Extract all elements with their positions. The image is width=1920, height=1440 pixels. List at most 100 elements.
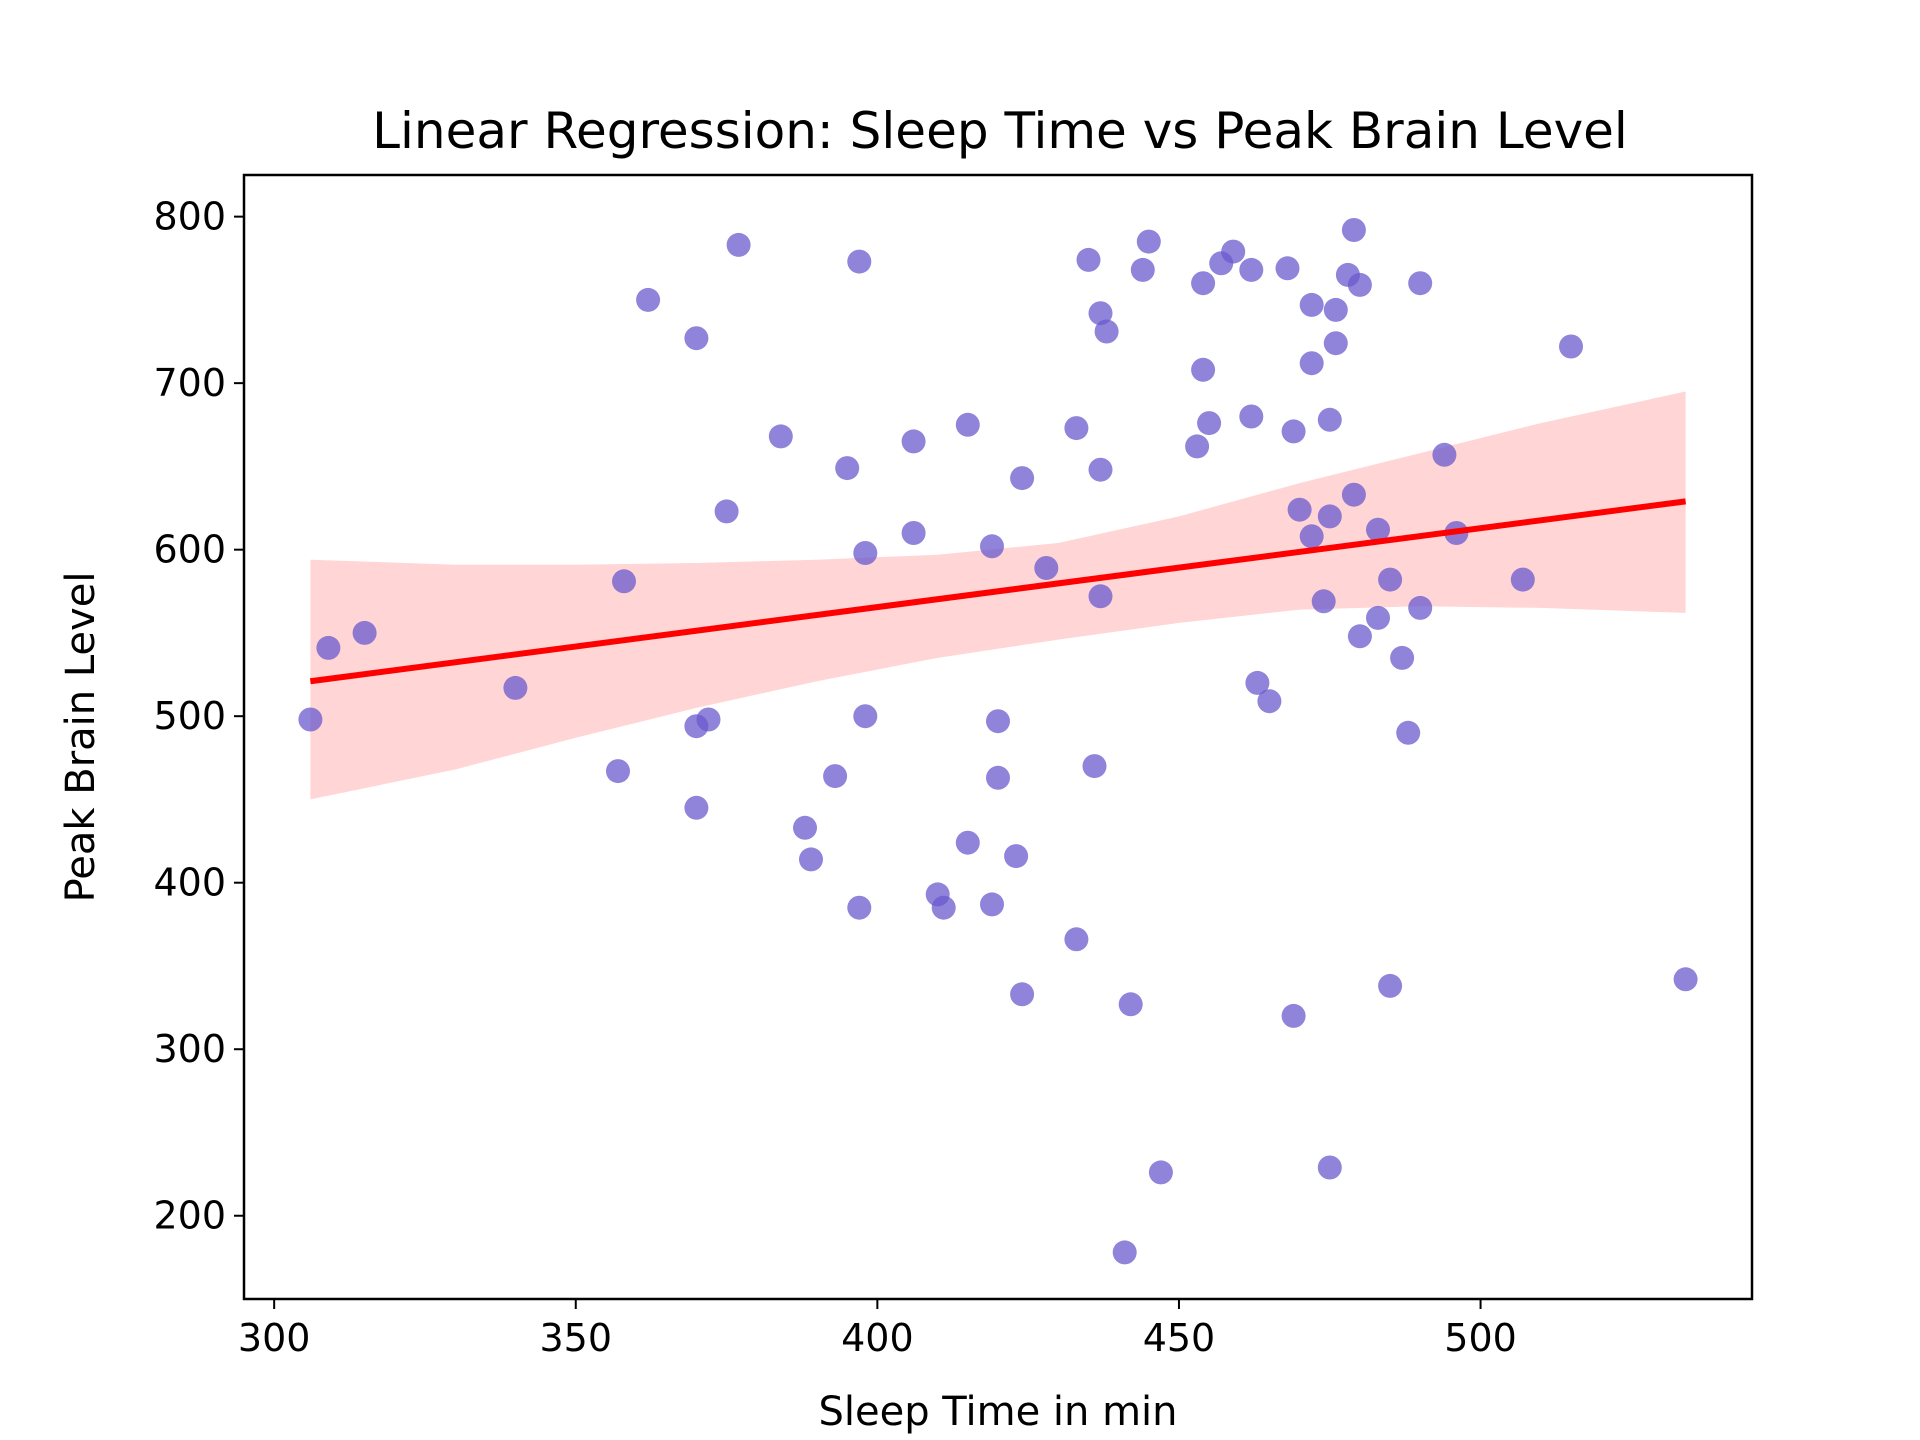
data-point	[1347, 272, 1372, 297]
data-point	[1299, 292, 1324, 317]
data-point	[684, 326, 709, 351]
data-point	[1136, 229, 1161, 254]
data-point	[1130, 257, 1155, 282]
plot-frame	[242, 173, 1754, 1301]
data-point	[1034, 556, 1059, 580]
data-point	[955, 830, 980, 855]
data-point	[847, 895, 872, 920]
data-point	[1239, 257, 1264, 282]
data-point	[316, 635, 341, 660]
data-point	[901, 521, 926, 545]
data-point	[1197, 411, 1222, 436]
data-point	[768, 424, 793, 449]
data-point	[1408, 595, 1433, 620]
data-point	[726, 232, 751, 257]
x-tick-label: 450	[1143, 1316, 1216, 1360]
data-point	[1004, 844, 1029, 869]
data-point	[1510, 567, 1535, 592]
points-layer	[298, 218, 1698, 1265]
data-point	[1317, 1155, 1342, 1180]
data-point	[1064, 927, 1089, 952]
y-axis-label: Peak Brain Level	[58, 572, 104, 903]
x-tick-label: 500	[1444, 1316, 1517, 1360]
data-point	[1245, 670, 1270, 695]
data-point	[1341, 482, 1366, 507]
x-tick-label: 350	[539, 1316, 612, 1360]
data-point	[1010, 982, 1035, 1007]
y-tick-label: 500	[153, 694, 226, 738]
data-point	[1281, 1003, 1306, 1028]
data-point	[793, 815, 817, 840]
data-point	[1323, 297, 1348, 322]
data-point	[1010, 466, 1035, 491]
x-tick-label: 400	[841, 1316, 914, 1360]
y-tick-label: 600	[153, 528, 226, 572]
data-point	[1299, 351, 1324, 376]
data-point	[1311, 589, 1336, 614]
regression-line-layer	[309, 498, 1687, 685]
data-point	[1221, 239, 1246, 264]
data-point	[1191, 357, 1216, 382]
data-point	[1432, 442, 1457, 467]
data-point	[714, 499, 739, 524]
data-point	[980, 892, 1004, 917]
data-point	[1088, 584, 1113, 609]
data-point	[1323, 331, 1348, 356]
y-tick-label: 800	[153, 195, 226, 239]
data-point	[503, 675, 528, 700]
regression-line	[309, 498, 1687, 685]
data-point	[1082, 754, 1107, 779]
data-point	[1275, 256, 1300, 281]
data-point	[1396, 720, 1421, 745]
data-point	[986, 709, 1010, 734]
data-point	[684, 795, 709, 820]
data-point	[1148, 1160, 1173, 1185]
data-point	[1317, 407, 1342, 432]
data-point	[612, 569, 636, 594]
data-point	[1366, 517, 1390, 542]
y-tick-label: 200	[153, 1194, 226, 1238]
data-point	[696, 707, 721, 732]
data-point	[1287, 497, 1312, 522]
data-point	[1191, 271, 1216, 296]
data-point	[1094, 319, 1119, 344]
data-point	[1076, 247, 1101, 272]
chart-title: Linear Regression: Sleep Time vs Peak Br…	[372, 102, 1628, 160]
data-point	[931, 895, 956, 920]
x-axis-ticks: 300 350 400 450 500	[238, 1299, 1517, 1360]
data-point	[1088, 457, 1113, 482]
data-point	[1408, 271, 1433, 296]
data-point	[853, 704, 878, 729]
data-point	[835, 456, 860, 481]
data-point	[1257, 689, 1282, 714]
data-point	[847, 249, 872, 274]
data-point	[823, 764, 848, 789]
data-point	[1112, 1240, 1137, 1265]
data-point	[1118, 992, 1143, 1017]
data-point	[980, 534, 1004, 559]
data-point	[1064, 416, 1089, 441]
confidence-band	[310, 391, 1686, 800]
data-point	[1347, 624, 1372, 649]
data-point	[853, 541, 878, 565]
data-point	[1239, 404, 1264, 429]
data-point	[1341, 218, 1366, 242]
data-point	[901, 429, 926, 454]
data-point	[1378, 567, 1403, 592]
data-point	[1673, 967, 1698, 992]
data-point	[636, 287, 661, 312]
data-point	[1088, 301, 1113, 326]
data-point	[1281, 419, 1306, 444]
data-point	[986, 765, 1010, 790]
data-point	[352, 620, 377, 645]
confidence-band-layer	[310, 391, 1686, 800]
data-point	[1317, 504, 1342, 529]
x-tick-label: 300	[238, 1316, 311, 1360]
data-point	[298, 707, 323, 732]
data-point	[1390, 645, 1415, 670]
data-point	[606, 759, 630, 784]
data-point	[1559, 334, 1583, 359]
data-point	[955, 412, 980, 437]
data-point	[1299, 524, 1324, 549]
